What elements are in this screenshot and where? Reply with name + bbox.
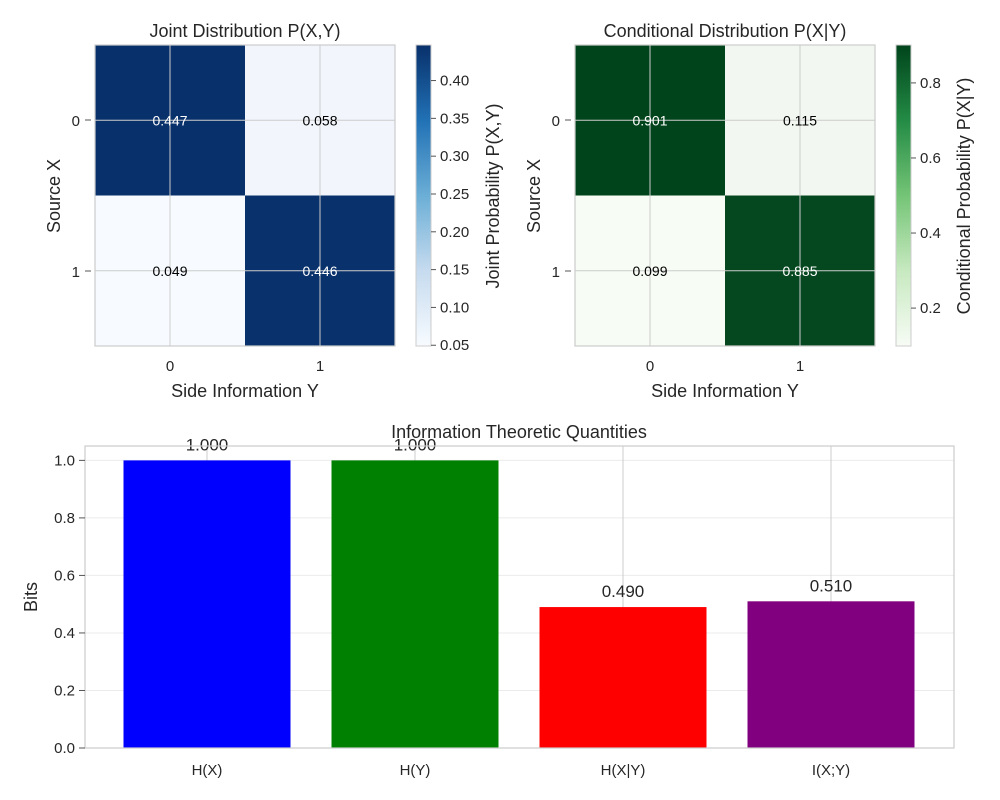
joint-x-tick-1: 1 [316,358,324,375]
joint-x-tick-0: 0 [166,358,174,375]
bar-0 [123,460,291,748]
joint-colorbar-tick-4: 0.25 [440,186,469,203]
bar-x-tick-0: H(X) [192,762,223,779]
joint-distribution-heatmap: Joint Distribution P(X,Y) 0.447 0.058 0.04… [44,21,396,401]
joint-colorbar-tick-6: 0.35 [440,110,469,127]
bar-y-tick-3: 0.6 [54,567,75,584]
conditional-cell-label-1-0: 0.099 [632,263,667,279]
joint-heatmap-frame [94,44,396,347]
conditional-x-tick-0: 0 [646,358,654,375]
bar-3 [747,601,915,748]
conditional-cell-label-1-1: 0.885 [782,263,817,279]
joint-colorbar-tick-2: 0.15 [440,262,469,279]
conditional-colorbar-tick-1: 0.4 [920,225,941,242]
joint-colorbar-tick-7: 0.40 [440,73,469,90]
joint-y-tick-0: 0 [72,113,80,130]
bar-y-tick-5: 1.0 [54,452,75,469]
conditional-colorbar-label: Conditional Probability P(X|Y) [954,78,974,315]
bar-value-label-1: 1.000 [394,435,437,454]
conditional-distribution-heatmap: Conditional Distribution P(X|Y) 0.901 0.1… [524,21,876,401]
joint-cell-label-1-1: 0.446 [302,263,337,279]
bar-value-label-0: 1.000 [186,435,229,454]
joint-cell-label-1-0: 0.049 [152,263,187,279]
joint-cell-label-0-0: 0.447 [152,112,187,128]
information-quantities-bar-chart: Information Theoretic Quantities 1.000 1.… [21,422,955,779]
conditional-x-tick-1: 1 [796,358,804,375]
bar-y-tick-1: 0.2 [54,682,75,699]
conditional-cell-label-0-1: 0.115 [783,112,817,128]
conditional-x-axis-label: Side Information Y [651,381,799,401]
joint-y-axis-label: Source X [44,159,64,233]
conditional-y-tick-0: 0 [552,113,560,130]
conditional-heatmap-frame [574,44,876,347]
bar-y-tick-4: 0.8 [54,510,75,527]
joint-colorbar-tick-1: 0.10 [440,299,469,316]
bar-2 [539,607,707,748]
conditional-heatmap-title: Conditional Distribution P(X|Y) [604,21,847,41]
conditional-colorbar: 0.2 0.4 0.6 0.8 Conditional Probability P(X… [895,44,974,347]
bar-x-tick-1: H(Y) [400,762,431,779]
joint-x-axis-label: Side Information Y [171,381,319,401]
bar-x-tick-3: I(X;Y) [812,762,850,779]
joint-colorbar-tick-5: 0.30 [440,148,469,165]
bar-y-axis-label: Bits [21,582,41,612]
bar-x-tick-2: H(X|Y) [601,762,646,779]
bar-1 [331,460,499,748]
joint-colorbar-label: Joint Probability P(X,Y) [483,103,503,288]
bar-value-label-2: 0.490 [602,582,645,601]
conditional-y-axis-label: Source X [524,159,544,233]
bar-y-tick-2: 0.4 [54,625,75,642]
joint-colorbar-tick-0: 0.05 [440,337,469,354]
conditional-colorbar-tick-3: 0.8 [920,75,941,92]
bar-y-tick-0: 0.0 [54,740,75,757]
conditional-y-tick-1: 1 [552,264,560,281]
bar-chart-title: Information Theoretic Quantities [391,422,647,442]
joint-colorbar-tick-3: 0.20 [440,224,469,241]
joint-heatmap-title: Joint Distribution P(X,Y) [149,21,340,41]
bar-value-label-3: 0.510 [810,576,853,595]
bar-chart-frame [84,445,955,749]
conditional-colorbar-tick-0: 0.2 [920,300,941,317]
joint-cell-label-0-1: 0.058 [302,112,337,128]
joint-y-tick-1: 1 [72,264,80,281]
joint-colorbar: 0.05 0.10 0.15 0.20 0.25 0.30 0.35 0.40 Joint P… [415,44,503,354]
conditional-cell-label-0-0: 0.901 [632,112,667,128]
joint-colorbar-gradient [415,44,432,347]
conditional-colorbar-gradient [895,44,912,347]
conditional-colorbar-tick-2: 0.6 [920,150,941,167]
